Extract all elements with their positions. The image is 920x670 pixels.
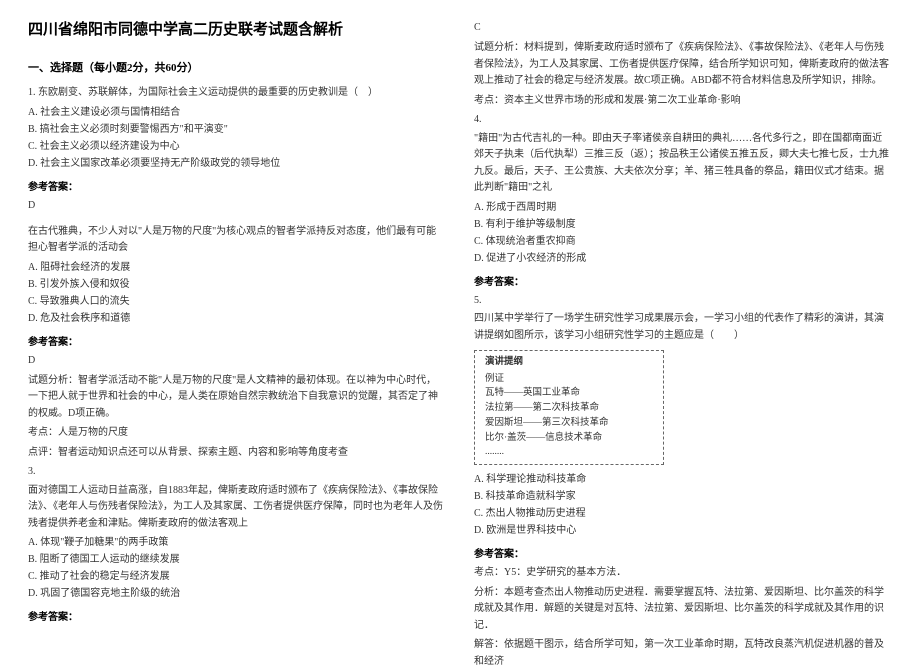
q1-opt-d: D. 社会主义国家改革必须要坚持无产阶级政党的领导地位 bbox=[28, 155, 446, 172]
q2-exp3: 点评：智者运动知识点还可以从背景、探索主题、内容和影响等角度考查 bbox=[28, 445, 446, 462]
q2-ans-label: 参考答案： bbox=[28, 333, 446, 348]
q3-num: 3. bbox=[28, 464, 446, 481]
doc-title: 四川省绵阳市同德中学高二历史联考试题含解析 bbox=[28, 20, 446, 41]
q2-stem: 在古代雅典，不少人对以"人是万物的尺度"为核心观点的智者学派持反对态度，他们最有… bbox=[28, 224, 446, 257]
q4-opt-c: C. 体现统治者重农抑商 bbox=[474, 233, 892, 250]
q3-ans-label: 参考答案： bbox=[28, 608, 446, 623]
box-line: 瓦特——英国工业革命 bbox=[485, 386, 653, 401]
box-title: 演讲提纲 bbox=[485, 355, 653, 370]
q4-stem: "籍田"为古代吉礼的一种。即由天子率诸侯亲自耕田的典礼……各代多行之，即在国都南… bbox=[474, 131, 892, 197]
q3-opt-a: A. 体现"鞭子加糖果"的两手政策 bbox=[28, 534, 446, 551]
section-heading: 一、选择题（每小题2分，共60分） bbox=[28, 59, 446, 75]
q3-exp2: 考点：资本主义世界市场的形成和发展·第二次工业革命·影响 bbox=[474, 93, 892, 110]
q5-opt-a: A. 科学理论推动科技革命 bbox=[474, 471, 892, 488]
q3-opt-b: B. 阻断了德国工人运动的继续发展 bbox=[28, 551, 446, 568]
box-line: 爱因斯坦——第三次科技革命 bbox=[485, 416, 653, 431]
box-line: 法拉第——第二次科技革命 bbox=[485, 401, 653, 416]
q2-ans: D bbox=[28, 353, 446, 369]
left-column: 四川省绵阳市同德中学高二历史联考试题含解析 一、选择题（每小题2分，共60分） … bbox=[28, 20, 460, 641]
right-column: C 试题分析：材料提到，俾斯麦政府适时颁布了《疾病保险法》、《事故保险法》、《老… bbox=[460, 20, 892, 641]
q1-stem: 1. 东欧剧变、苏联解体，为国际社会主义运动提供的最重要的历史教训是（ ） bbox=[28, 85, 446, 102]
presentation-outline-box: 演讲提纲 例证 瓦特——英国工业革命 法拉第——第二次科技革命 爱因斯坦——第三… bbox=[474, 350, 664, 465]
q4-num: 4. bbox=[474, 112, 892, 129]
q3-ans: C bbox=[474, 20, 892, 36]
q3-exp1: 试题分析：材料提到，俾斯麦政府适时颁布了《疾病保险法》、《事故保险法》、《老年人… bbox=[474, 40, 892, 90]
q2-opt-d: D. 危及社会秩序和道德 bbox=[28, 310, 446, 327]
q1-opt-c: C. 社会主义必须以经济建设为中心 bbox=[28, 138, 446, 155]
q5-ans-label: 参考答案： bbox=[474, 545, 892, 560]
q5-exp2: 分析：本题考查杰出人物推动历史进程．需要掌握瓦特、法拉第、爱因斯坦、比尔盖茨的科… bbox=[474, 585, 892, 635]
q5-opt-d: D. 欧洲是世界科技中心 bbox=[474, 522, 892, 539]
q2-exp1: 试题分析：智者学派活动不能"人是万物的尺度"是人文精神的最初体现。在以神为中心时… bbox=[28, 373, 446, 423]
q4-opt-a: A. 形成于西周时期 bbox=[474, 199, 892, 216]
q1-ans-label: 参考答案： bbox=[28, 178, 446, 193]
q5-stem: 四川某中学举行了一场学生研究性学习成果展示会，一学习小组的代表作了精彩的演讲，其… bbox=[474, 311, 892, 344]
q5-exp1: 考点：Y5：史学研究的基本方法． bbox=[474, 565, 892, 582]
q1-opt-b: B. 搞社会主义必须时刻要警惕西方"和平演变" bbox=[28, 121, 446, 138]
q2-opt-a: A. 阻碍社会经济的发展 bbox=[28, 259, 446, 276]
q1-opt-a: A. 社会主义建设必须与国情相结合 bbox=[28, 104, 446, 121]
q5-exp3: 解答：依据题干图示，结合所学可知，第一次工业革命时期，瓦特改良蒸汽机促进机器的普… bbox=[474, 637, 892, 670]
box-line: 例证 bbox=[485, 372, 653, 387]
q5-opt-b: B. 科技革命造就科学家 bbox=[474, 488, 892, 505]
q4-opt-b: B. 有利于维护等级制度 bbox=[474, 216, 892, 233]
q1-ans: D bbox=[28, 198, 446, 214]
q2-opt-c: C. 导致雅典人口的流失 bbox=[28, 293, 446, 310]
q2-exp2: 考点：人是万物的尺度 bbox=[28, 425, 446, 442]
box-line: 比尔·盖茨——信息技术革命 bbox=[485, 431, 653, 446]
q3-stem: 面对德国工人运动日益高涨，自1883年起，俾斯麦政府适时颁布了《疾病保险法》、《… bbox=[28, 483, 446, 533]
box-line: ........ bbox=[485, 445, 653, 460]
q5-num: 5. bbox=[474, 293, 892, 310]
q3-opt-c: C. 推动了社会的稳定与经济发展 bbox=[28, 568, 446, 585]
q3-opt-d: D. 巩固了德国容克地主阶级的统治 bbox=[28, 585, 446, 602]
q5-opt-c: C. 杰出人物推动历史进程 bbox=[474, 505, 892, 522]
q2-opt-b: B. 引发外族入侵和奴役 bbox=[28, 276, 446, 293]
q4-opt-d: D. 促进了小农经济的形成 bbox=[474, 250, 892, 267]
q4-ans-label: 参考答案： bbox=[474, 273, 892, 288]
